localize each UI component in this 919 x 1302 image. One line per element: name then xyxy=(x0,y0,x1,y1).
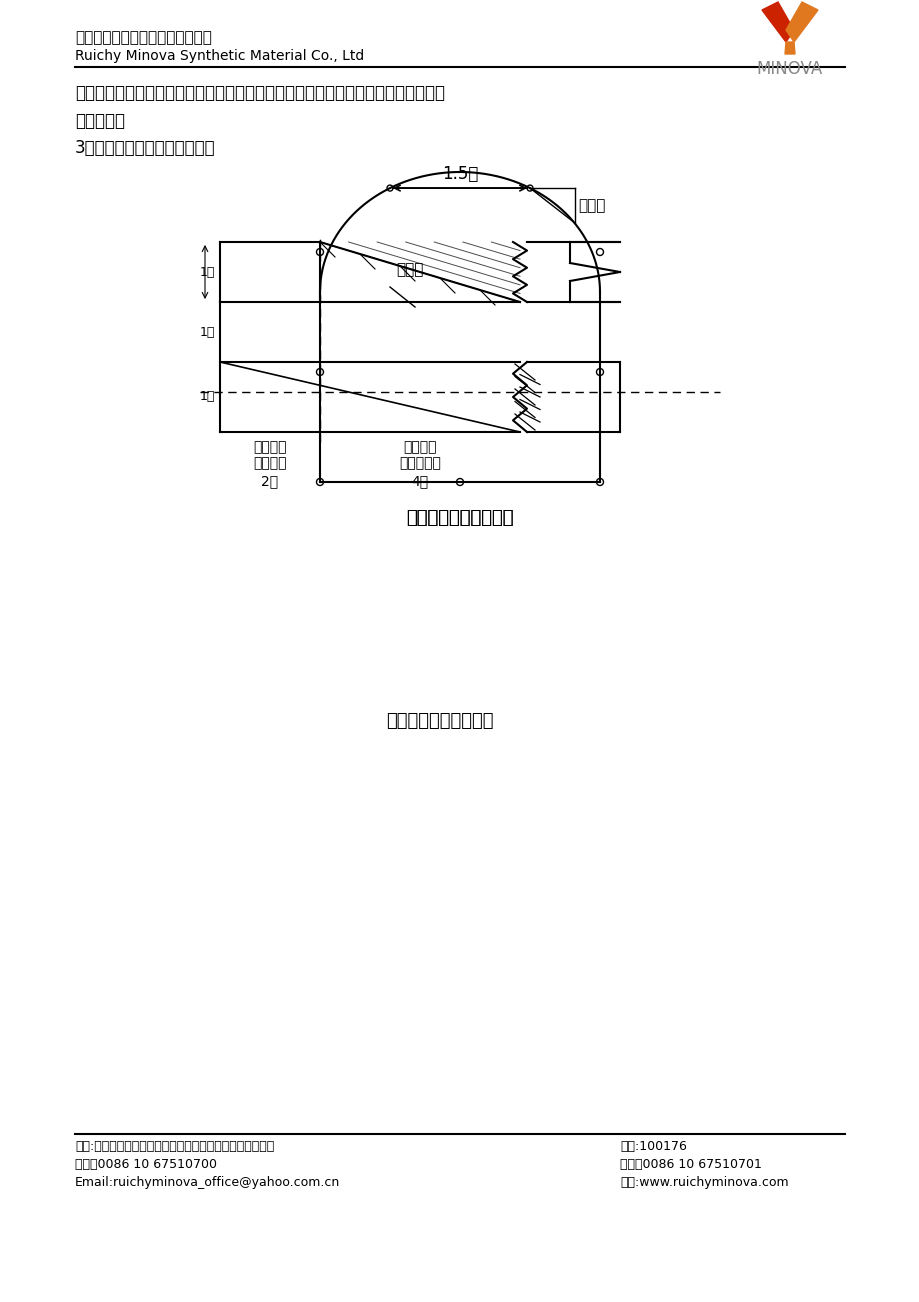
Text: 1米: 1米 xyxy=(199,266,215,279)
Text: 注浆孔布置断面示意图: 注浆孔布置断面示意图 xyxy=(406,509,513,527)
Text: 地址:北京市大兴区北京经济开发区景园北街２号４１幢２号: 地址:北京市大兴区北京经济开发区景园北街２号４１幢２号 xyxy=(75,1141,274,1154)
Text: 电话：0086 10 67510700: 电话：0086 10 67510700 xyxy=(75,1157,217,1170)
Text: 3、注浆孔的布置如下图所示：: 3、注浆孔的布置如下图所示： xyxy=(75,139,215,158)
Text: 网址:www.ruichyminova.com: 网址:www.ruichyminova.com xyxy=(619,1176,788,1189)
Text: 4米: 4米 xyxy=(411,474,428,488)
Polygon shape xyxy=(761,3,793,42)
Text: 预留注浆
止水岩柱: 预留注浆 止水岩柱 xyxy=(253,440,287,470)
Text: Email:ruichyminova_office@yahoo.com.cn: Email:ruichyminova_office@yahoo.com.cn xyxy=(75,1176,340,1189)
Text: 邮编:100176: 邮编:100176 xyxy=(619,1141,686,1154)
Text: 传真：0086 10 67510701: 传真：0086 10 67510701 xyxy=(619,1157,761,1170)
Text: Ruichy Minova Synthetic Material Co., Ltd: Ruichy Minova Synthetic Material Co., Lt… xyxy=(75,49,364,62)
Polygon shape xyxy=(785,3,817,42)
Text: 注浆孔: 注浆孔 xyxy=(577,198,605,214)
Text: MINOVA: MINOVA xyxy=(756,60,823,78)
Polygon shape xyxy=(784,42,794,53)
Text: 注浆孔: 注浆孔 xyxy=(396,262,424,277)
Text: 1.5米: 1.5米 xyxy=(441,165,478,184)
Text: 1米: 1米 xyxy=(199,326,215,339)
Text: 1米: 1米 xyxy=(199,391,215,404)
Text: 注浆孔布置平面示意图: 注浆孔布置平面示意图 xyxy=(386,712,494,730)
Text: 注浆后可
掘进的距离: 注浆后可 掘进的距离 xyxy=(399,440,440,470)
Text: 注浆孔布置断面示意图: 注浆孔布置断面示意图 xyxy=(406,509,513,527)
Text: 补注浆孔。: 补注浆孔。 xyxy=(75,112,125,130)
Text: 2米: 2米 xyxy=(261,474,278,488)
Text: 北京瑞琪米诺榫合成材料有限公司: 北京瑞琪米诺榫合成材料有限公司 xyxy=(75,30,211,46)
Text: 观察堵水的效果情况，若堵水情况没有达到正常掘进的要求，可在出水位置适当再加: 观察堵水的效果情况，若堵水情况没有达到正常掘进的要求，可在出水位置适当再加 xyxy=(75,85,445,102)
